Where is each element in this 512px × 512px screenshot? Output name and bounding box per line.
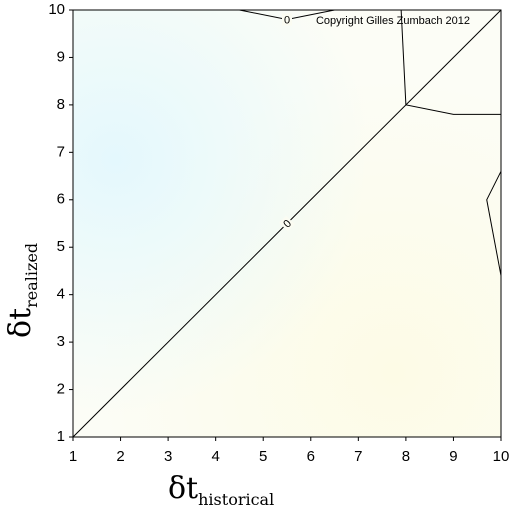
- x-tick-label: 3: [164, 448, 172, 465]
- x-tick-label: 9: [449, 448, 457, 465]
- y-tick-label: 7: [57, 143, 65, 160]
- contour-label-bg: [279, 215, 295, 232]
- y-tick-label: 4: [57, 286, 65, 303]
- x-tick-label: 1: [69, 448, 77, 465]
- contour-label: 0: [284, 14, 290, 26]
- contour-line: [486, 171, 502, 276]
- y-tick-label: 2: [57, 381, 65, 398]
- y-axis-symbol: δt: [3, 308, 38, 338]
- contour-line: [400, 9, 501, 115]
- x-tick-label: 5: [259, 448, 267, 465]
- y-axis-subscript: realized: [22, 243, 41, 308]
- x-tick-label: 4: [211, 448, 219, 465]
- y-tick-label: 8: [57, 96, 65, 113]
- contour-label-bg: [282, 13, 292, 26]
- y-tick-label: 1: [57, 428, 65, 445]
- x-axis-subscript: historical: [198, 490, 274, 509]
- x-tick-label: 2: [116, 448, 124, 465]
- y-tick-label: 10: [48, 1, 65, 18]
- x-tick-label: 10: [493, 448, 510, 465]
- x-axis-label: δthistorical: [168, 471, 274, 509]
- plot-frame: [72, 9, 502, 438]
- x-tick-label: 7: [354, 448, 362, 465]
- y-tick-label: 9: [57, 48, 65, 65]
- copyright: Copyright Gilles Zumbach 2012: [316, 15, 470, 27]
- x-axis-symbol: δt: [168, 471, 198, 506]
- y-tick-label: 5: [57, 238, 65, 255]
- y-tick-label: 3: [57, 333, 65, 350]
- x-tick-label: 6: [307, 448, 315, 465]
- x-tick-label: 8: [402, 448, 410, 465]
- y-axis-label: δtrealized: [3, 243, 41, 338]
- y-tick-label: 6: [57, 191, 65, 208]
